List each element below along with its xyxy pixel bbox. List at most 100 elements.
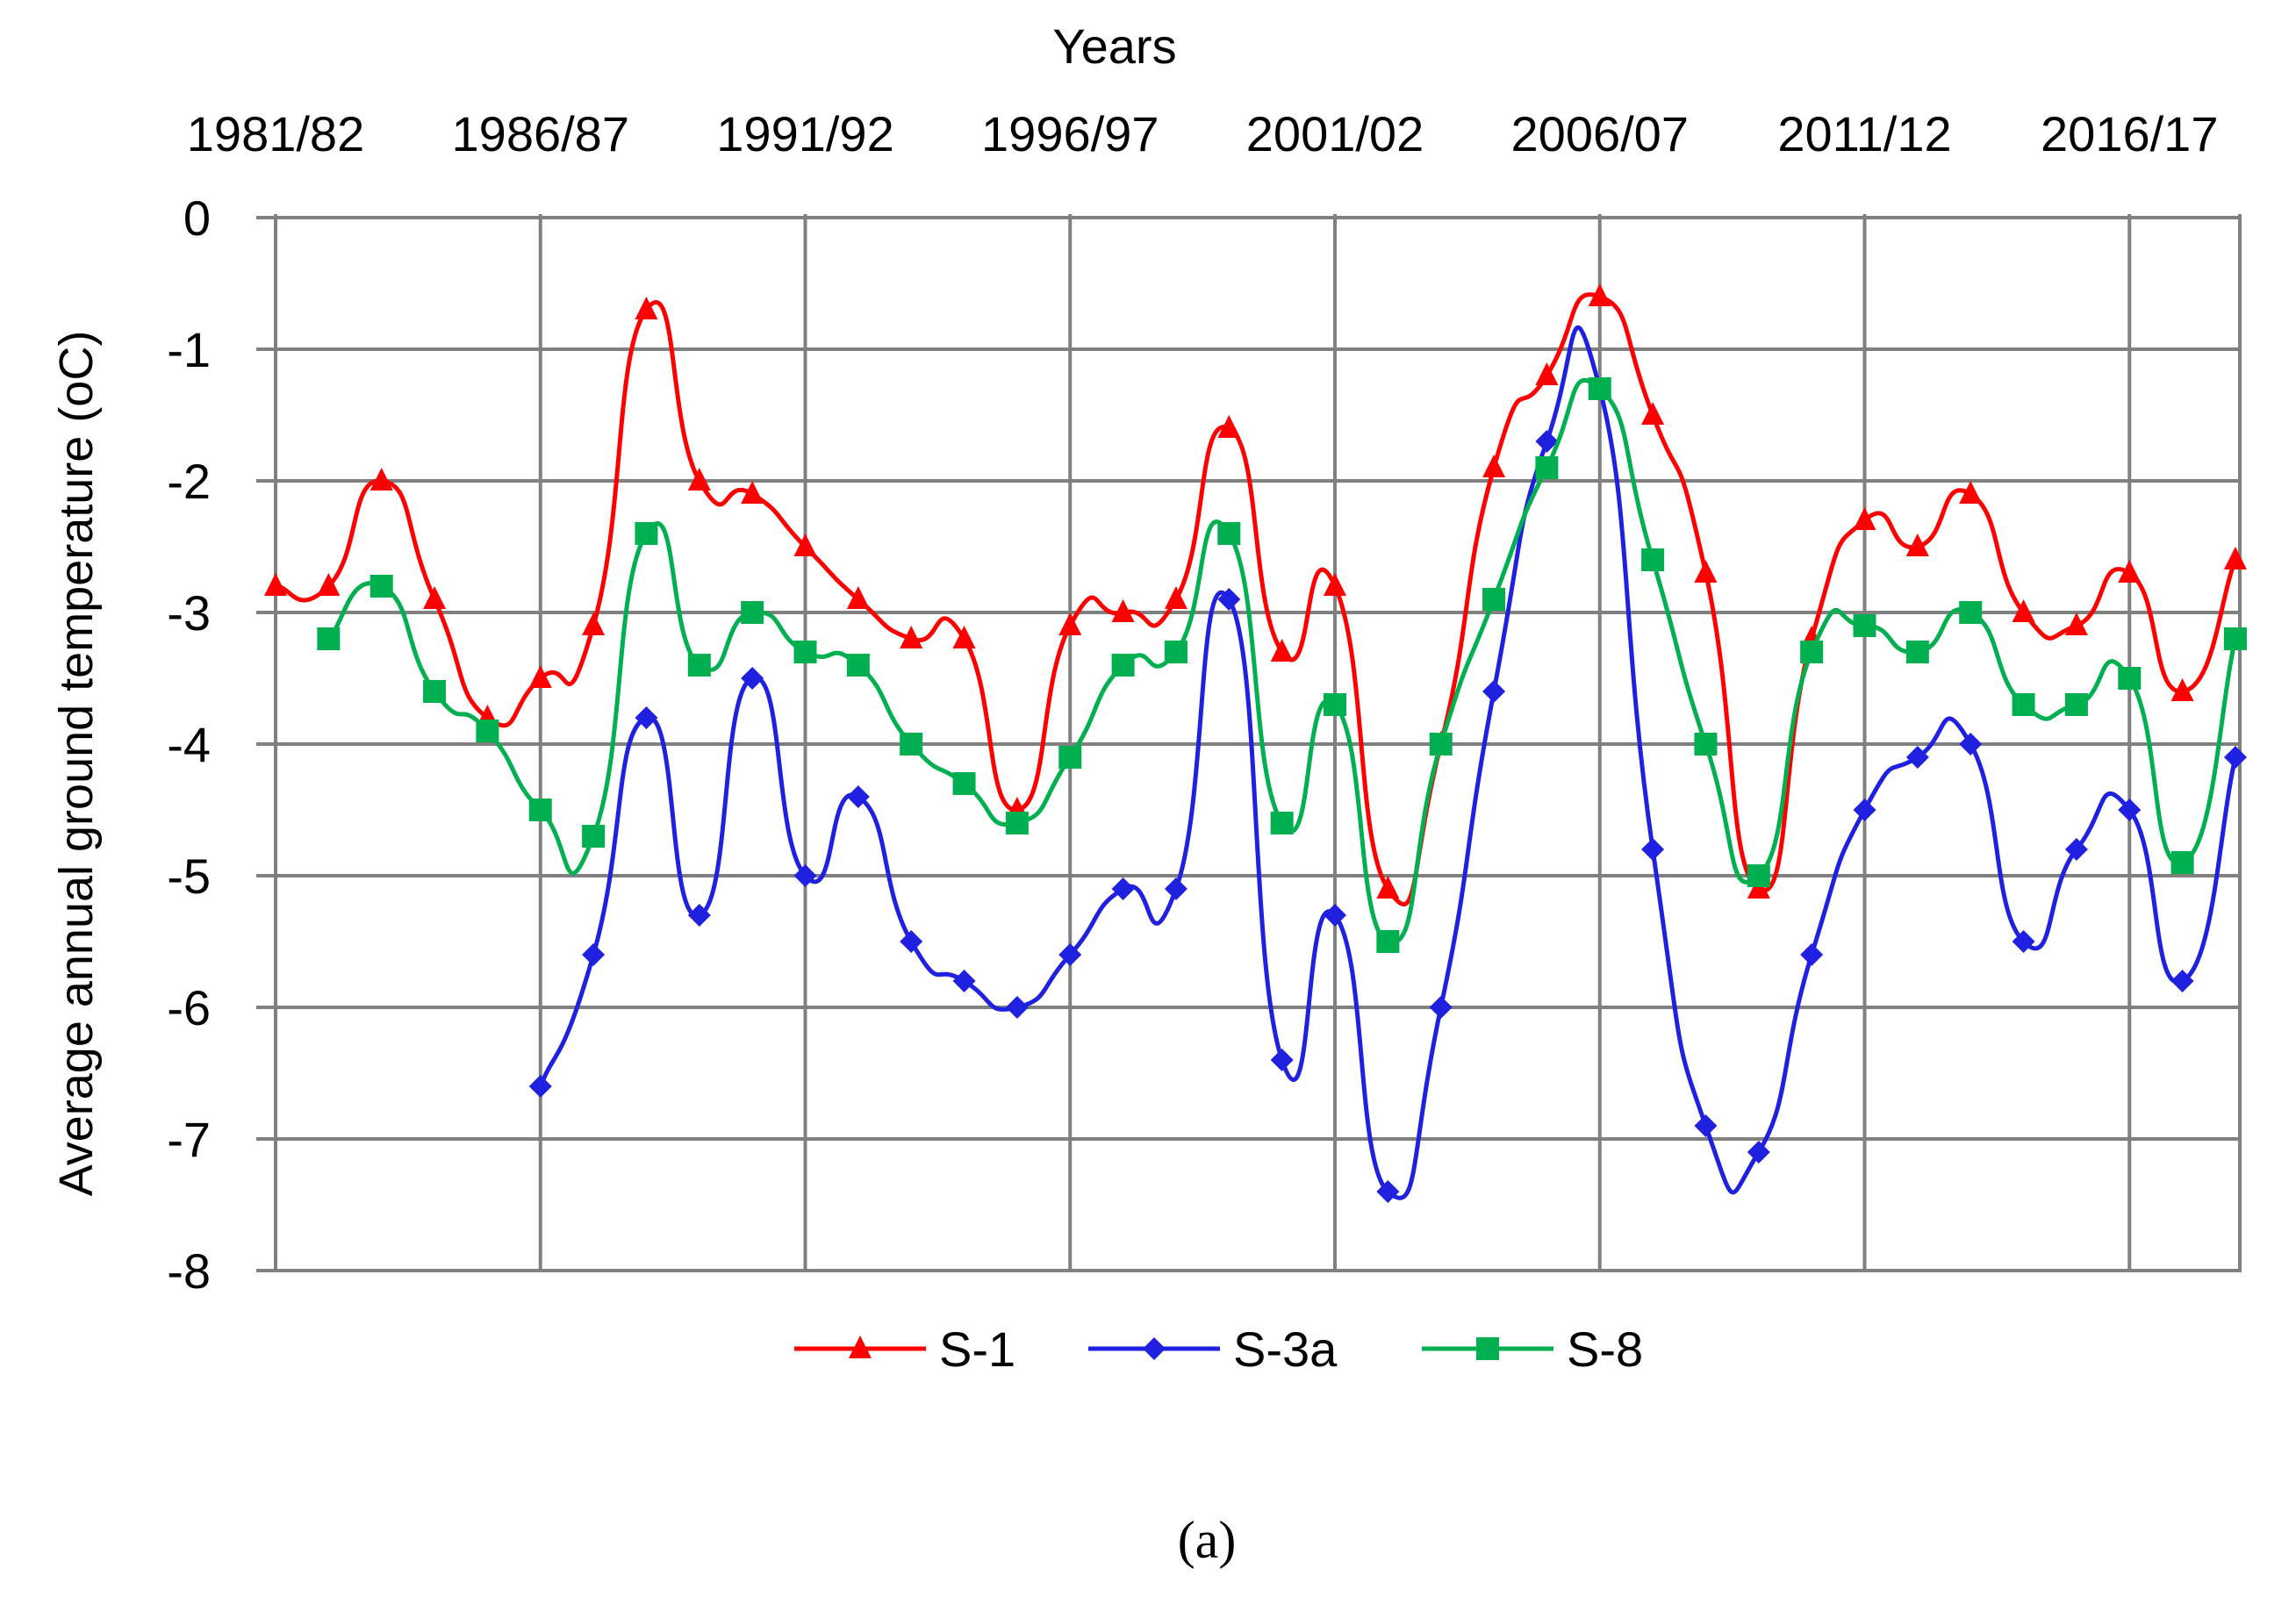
data-point-S-8 [1482, 588, 1506, 611]
data-point-S-8 [2064, 693, 2088, 716]
data-point-S-8 [1217, 522, 1241, 545]
series-S-3a [528, 325, 2247, 1203]
data-point-S-3a [1376, 1180, 1400, 1203]
data-point-S-1 [1853, 507, 1876, 530]
data-point-S-1 [2118, 560, 2142, 583]
data-point-S-8 [900, 733, 923, 756]
data-point-S-3a [1800, 943, 1824, 966]
data-point-S-8 [476, 720, 499, 742]
data-point-S-3a [1164, 877, 1187, 900]
x-tick-label: 2011/12 [1777, 106, 1951, 161]
data-point-S-1 [264, 573, 287, 596]
data-point-S-3a [1058, 943, 1082, 966]
data-point-S-1 [423, 586, 447, 609]
data-point-S-1 [2223, 547, 2247, 569]
x-tick-label: 2001/02 [1246, 106, 1424, 161]
data-point-S-8 [1270, 812, 1294, 834]
data-point-S-1 [2064, 612, 2088, 635]
data-point-S-8 [1111, 654, 1135, 677]
data-point-S-3a [846, 785, 870, 808]
data-point-S-3a [1324, 904, 1346, 927]
data-point-S-1 [1164, 586, 1187, 609]
x-axis-label: Years [1052, 18, 1176, 74]
legend-label: S-3a [1233, 1321, 1338, 1377]
series-line-S-3a [538, 325, 2238, 1200]
data-point-S-3a [1111, 877, 1135, 900]
data-point-S-8 [1164, 641, 1187, 663]
data-point-S-8 [1324, 693, 1346, 716]
x-tick-labels: 1981/82 1986/87 1991/92 1996/97 2001/02 2006/… [187, 106, 2219, 161]
data-point-S-1 [2170, 678, 2194, 701]
data-point-S-3a [1005, 996, 1029, 1019]
data-point-S-8 [846, 654, 870, 677]
data-point-S-8 [2170, 851, 2194, 874]
data-point-S-1 [370, 468, 393, 491]
data-point-S-8 [370, 575, 393, 598]
data-point-S-8 [1747, 864, 1770, 887]
data-point-S-1 [1535, 362, 1559, 385]
data-point-S-3a [687, 904, 711, 927]
legend-marker [1476, 1337, 1499, 1360]
y-tick-label: -8 [167, 1243, 211, 1299]
data-point-S-3a [1535, 430, 1559, 453]
data-point-S-8 [1905, 641, 1929, 663]
data-point-S-3a [2012, 930, 2035, 953]
data-point-S-1 [952, 626, 976, 648]
y-axis-label: Average annual ground temperature (oC) [50, 331, 103, 1197]
data-point-S-3a [1959, 733, 1983, 756]
data-point-S-1 [1058, 612, 1082, 635]
legend-marker [849, 1336, 872, 1358]
data-point-S-1 [1641, 402, 1665, 425]
legend: S-1 S-3a S-8 [794, 1321, 1643, 1377]
data-point-S-8 [635, 522, 658, 545]
data-point-S-8 [317, 627, 341, 650]
data-point-S-3a [1641, 838, 1665, 861]
y-tick-label: -3 [167, 585, 211, 641]
x-tick-label: 2006/07 [1511, 106, 1689, 161]
legend-marker [1143, 1337, 1166, 1360]
data-point-S-1 [1482, 455, 1506, 477]
data-point-S-3a [635, 706, 658, 729]
data-point-S-3a [1429, 996, 1453, 1019]
data-point-S-3a [1217, 588, 1241, 611]
data-point-S-1 [1324, 573, 1346, 596]
data-point-S-8 [1641, 548, 1665, 571]
data-point-S-8 [1005, 812, 1029, 834]
figure-caption: (a) [1178, 1511, 1237, 1569]
y-tick-label: -2 [167, 454, 211, 509]
y-tick-label: -7 [167, 1112, 211, 1167]
data-point-S-3a [1270, 1049, 1294, 1071]
data-point-S-3a [1694, 1114, 1718, 1137]
data-point-S-3a [528, 1075, 552, 1098]
data-point-S-8 [741, 601, 764, 624]
y-tick-label: -6 [167, 980, 211, 1035]
data-point-S-8 [687, 654, 711, 677]
data-point-S-8 [2118, 667, 2142, 690]
data-point-S-1 [793, 534, 817, 556]
data-point-S-3a [582, 943, 606, 966]
data-point-S-1 [582, 612, 606, 635]
data-point-S-3a [2064, 838, 2088, 861]
y-tick-label: 0 [183, 190, 211, 246]
data-point-S-3a [952, 970, 976, 992]
legend-item-S-8: S-8 [1422, 1321, 1643, 1377]
legend-item-S-3a: S-3a [1088, 1321, 1338, 1377]
data-point-S-8 [582, 825, 606, 848]
data-point-S-8 [1588, 377, 1611, 400]
series-group [264, 283, 2247, 1203]
data-point-S-8 [1058, 746, 1082, 769]
data-point-S-3a [2118, 798, 2142, 821]
x-tick-label: 2016/17 [2041, 106, 2218, 161]
y-tick-label: -4 [167, 717, 211, 772]
data-point-S-3a [900, 930, 923, 953]
data-point-S-8 [1800, 641, 1824, 663]
data-point-S-1 [1905, 534, 1929, 556]
data-point-S-1 [900, 626, 923, 648]
data-point-S-1 [1270, 639, 1294, 662]
data-point-S-1 [741, 481, 764, 504]
legend-label: S-1 [939, 1321, 1015, 1377]
data-point-S-3a [2223, 746, 2247, 769]
x-tick-label: 1996/97 [981, 106, 1159, 161]
data-point-S-8 [2012, 693, 2035, 716]
